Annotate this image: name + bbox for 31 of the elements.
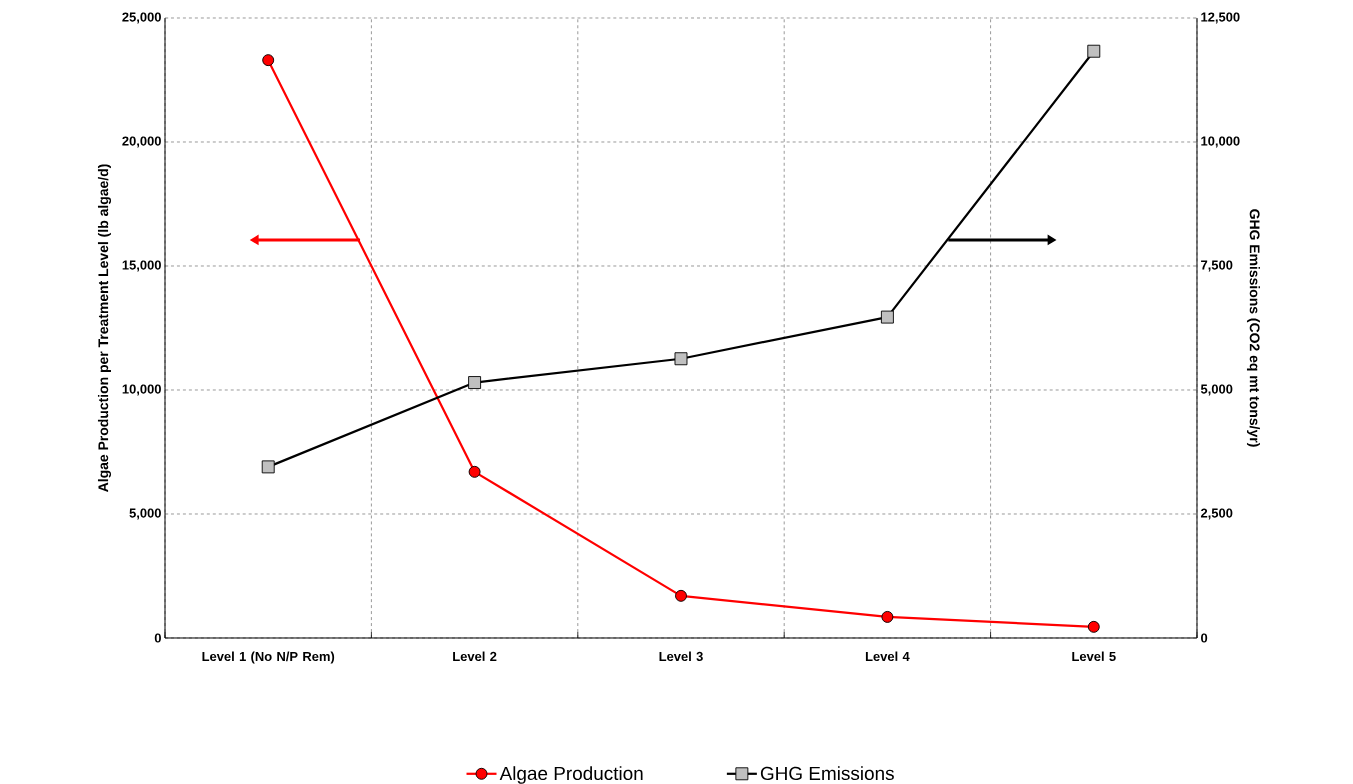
y2-tick-label: 2,500 [1200,508,1233,520]
x-tick-label: Level 1 (No N/P Rem) [202,651,335,664]
point [262,54,275,67]
y2-tick-label: 0 [1201,633,1208,643]
x-tick-label: Level 5 [1072,651,1116,662]
y2-tick-label: 5,000 [1200,384,1233,396]
y2-axis-title: GHG Emissions (CO2 eq mt tons/yr) [1246,209,1260,447]
y2-tick-label: 12,500 [1201,12,1240,24]
point [468,376,482,389]
point [881,610,894,623]
x-tick-label: Level 4 [865,651,910,662]
point [675,589,687,602]
point [880,310,894,324]
legend-label: GHG Emissions [760,766,894,781]
y2-tick-label: 10,000 [1201,136,1240,148]
y-axis-title: Algae Production per Treatment Level (lb algae/d) [97,164,112,492]
y-tick-label: 15,000 [122,260,161,272]
y-tick-label: 5,000 [129,508,161,520]
y-tick-label: 25,000 [122,12,161,24]
x-tick-label: Level 2 [453,651,497,662]
x-tick-label: Level 3 [659,651,703,662]
y-tick-label: 10,000 [122,384,161,396]
point [468,465,481,478]
point [261,460,275,474]
y-tick-label: 0 [154,633,161,643]
legend-label: Algae Production [499,766,643,784]
point [674,352,688,366]
point [1087,620,1100,633]
y2-tick-label: 7,500 [1201,260,1233,272]
y-tick-label: 20,000 [122,136,161,148]
point [1087,44,1101,58]
